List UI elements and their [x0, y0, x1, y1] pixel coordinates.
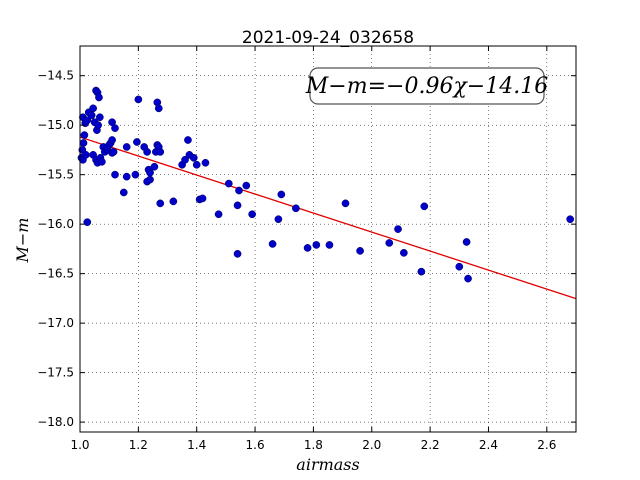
data-point [341, 199, 350, 208]
x-tick-label: 2.0 [362, 438, 381, 452]
data-point [400, 249, 408, 257]
data-point [134, 95, 143, 104]
data-point [189, 153, 198, 162]
data-point [303, 244, 312, 252]
data-point [184, 136, 192, 144]
data-point [198, 194, 207, 203]
data-point [80, 131, 89, 139]
data-point [83, 116, 92, 125]
data-point [87, 111, 96, 120]
data-point [131, 170, 140, 179]
data-point [214, 210, 223, 219]
data-point [122, 172, 131, 181]
data-point [95, 93, 103, 102]
x-tick-label: 1.6 [246, 438, 265, 452]
plot-frame [79, 45, 577, 433]
x-tick-label: 2.2 [421, 438, 440, 452]
fit-annotation-text: M−m=−0.96χ−14.16 [305, 74, 548, 99]
data-point [385, 239, 394, 247]
x-tick-label: 1.0 [70, 438, 89, 452]
y-axis: −14.5 −15.0 −15.5 −16.0 −16.5 −17.0 −17.5 −18.0 [37, 69, 576, 429]
data-point [109, 148, 118, 156]
y-tick-label: −18.0 [37, 415, 74, 429]
y-tick-label: −14.5 [37, 69, 74, 83]
data-point [224, 179, 233, 188]
data-point [146, 168, 154, 177]
fit-annotation-box: M−m=−0.96χ−14.16 [305, 67, 548, 105]
data-point [235, 186, 243, 195]
data-point [566, 215, 575, 224]
data-point [417, 267, 426, 276]
data-point [277, 190, 286, 199]
data-point [242, 181, 251, 190]
fit-line-group [79, 136, 577, 300]
data-point [89, 104, 97, 113]
data-point [292, 204, 300, 213]
data-point [154, 104, 163, 113]
data-point [464, 274, 472, 283]
y-tick-label: −16.0 [37, 217, 74, 231]
data-point [356, 247, 364, 255]
data-point [133, 138, 141, 146]
data-point [394, 225, 402, 233]
data-point [119, 188, 128, 197]
data-point [156, 199, 165, 208]
data-point [81, 151, 90, 159]
x-tick-label: 1.2 [129, 438, 148, 452]
data-point [192, 160, 201, 169]
x-axis-label: airmass [296, 455, 359, 474]
data-point [268, 240, 277, 248]
data-point [94, 121, 102, 130]
fit-annotation-frame [309, 67, 545, 105]
data-point [108, 136, 116, 144]
data-point [325, 241, 334, 249]
y-tick-label: −17.0 [37, 316, 74, 330]
data-point [111, 124, 119, 132]
data-point [233, 201, 242, 210]
data-point [169, 197, 178, 206]
data-point [111, 170, 119, 179]
data-point [79, 139, 88, 147]
data-point [455, 262, 464, 271]
data-point [122, 143, 131, 151]
data-point [83, 218, 92, 227]
x-axis: 1.0 1.2 1.4 1.6 1.8 2.0 2.2 2.4 2.6 [70, 46, 556, 452]
data-point [201, 158, 210, 167]
data-point [312, 241, 321, 249]
chart-title: 2021-09-24_032658 [242, 28, 414, 48]
data-point [420, 202, 429, 211]
x-tick-label: 1.8 [304, 438, 323, 452]
data-point [150, 162, 159, 171]
fit-line [79, 136, 577, 300]
y-tick-label: −16.5 [37, 267, 74, 281]
y-tick-label: −17.5 [37, 366, 74, 380]
data-point [233, 249, 242, 258]
y-tick-label: −15.5 [37, 168, 74, 182]
data-point [462, 238, 471, 246]
x-tick-label: 2.4 [479, 438, 498, 452]
data-point [146, 175, 154, 184]
data-point [181, 155, 189, 164]
x-tick-label: 2.6 [537, 438, 556, 452]
data-point [248, 210, 256, 219]
x-tick-label: 1.4 [187, 438, 206, 452]
data-point [143, 148, 151, 156]
data-point [274, 215, 283, 224]
data-points [77, 86, 575, 283]
y-tick-label: −15.0 [37, 118, 74, 132]
data-point [95, 113, 104, 122]
data-point [98, 157, 106, 166]
data-point [156, 148, 165, 156]
y-axis-label: M−m [13, 218, 32, 264]
